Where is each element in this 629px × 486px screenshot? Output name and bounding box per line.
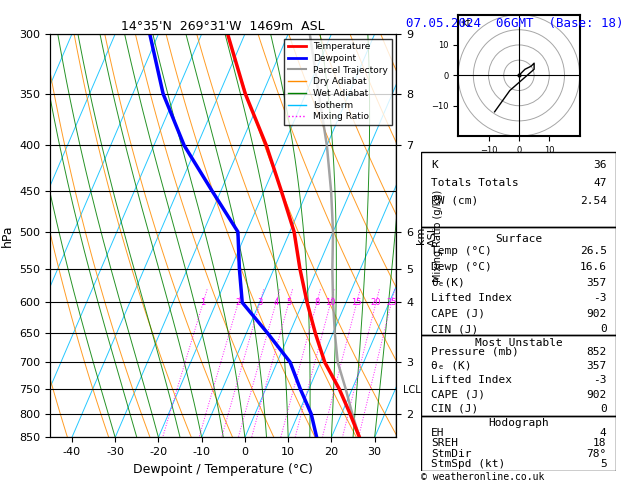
- Text: 0: 0: [600, 404, 606, 414]
- Bar: [421, 227, 616, 335]
- Text: Hodograph: Hodograph: [489, 417, 549, 428]
- Text: © weatheronline.co.uk: © weatheronline.co.uk: [421, 472, 545, 482]
- Text: 4: 4: [274, 298, 279, 307]
- Text: 5: 5: [286, 298, 291, 307]
- Text: CAPE (J): CAPE (J): [431, 390, 485, 399]
- Text: θₑ(K): θₑ(K): [431, 278, 465, 288]
- Text: Totals Totals: Totals Totals: [431, 178, 519, 188]
- X-axis label: Dewpoint / Temperature (°C): Dewpoint / Temperature (°C): [133, 463, 313, 476]
- Text: 2.54: 2.54: [580, 196, 606, 206]
- Text: 20: 20: [370, 298, 381, 307]
- Text: 1: 1: [201, 298, 206, 307]
- Text: SREH: SREH: [431, 438, 458, 448]
- Text: Lifted Index: Lifted Index: [431, 293, 512, 303]
- Text: CAPE (J): CAPE (J): [431, 309, 485, 319]
- Text: 26.5: 26.5: [580, 246, 606, 256]
- Legend: Temperature, Dewpoint, Parcel Trajectory, Dry Adiabat, Wet Adiabat, Isotherm, Mi: Temperature, Dewpoint, Parcel Trajectory…: [284, 38, 392, 125]
- Text: Temp (°C): Temp (°C): [431, 246, 492, 256]
- Text: 78°: 78°: [586, 449, 606, 458]
- Text: EH: EH: [431, 428, 445, 438]
- Text: 357: 357: [586, 361, 606, 371]
- Y-axis label: hPa: hPa: [1, 225, 14, 247]
- Text: CIN (J): CIN (J): [431, 404, 479, 414]
- Text: 902: 902: [586, 390, 606, 399]
- Text: 15: 15: [352, 298, 362, 307]
- Text: Dewp (°C): Dewp (°C): [431, 262, 492, 272]
- Y-axis label: km
ASL: km ASL: [416, 225, 438, 246]
- Title: 14°35'N  269°31'W  1469m  ASL: 14°35'N 269°31'W 1469m ASL: [121, 20, 325, 33]
- Bar: [421, 152, 616, 227]
- Text: 16.6: 16.6: [580, 262, 606, 272]
- Text: PW (cm): PW (cm): [431, 196, 479, 206]
- Text: 8: 8: [314, 298, 320, 307]
- Text: 0: 0: [600, 325, 606, 334]
- Text: CIN (J): CIN (J): [431, 325, 479, 334]
- Text: 18: 18: [593, 438, 606, 448]
- Text: 36: 36: [593, 160, 606, 170]
- Text: LCL: LCL: [403, 385, 421, 395]
- Text: -3: -3: [593, 293, 606, 303]
- Text: 902: 902: [586, 309, 606, 319]
- Text: 07.05.2024  06GMT  (Base: 18): 07.05.2024 06GMT (Base: 18): [406, 17, 623, 30]
- Text: 3: 3: [257, 298, 263, 307]
- Text: kt: kt: [461, 17, 470, 28]
- Text: K: K: [431, 160, 438, 170]
- Text: θₑ (K): θₑ (K): [431, 361, 472, 371]
- Bar: [421, 416, 616, 471]
- Text: 357: 357: [586, 278, 606, 288]
- Text: 10: 10: [325, 298, 336, 307]
- Text: 25: 25: [386, 298, 397, 307]
- Text: StmSpd (kt): StmSpd (kt): [431, 459, 506, 469]
- Text: 2: 2: [236, 298, 241, 307]
- Text: Pressure (mb): Pressure (mb): [431, 347, 519, 357]
- Text: Surface: Surface: [495, 234, 543, 243]
- Text: Most Unstable: Most Unstable: [475, 338, 563, 348]
- Text: Mixing Ratio (g/kg): Mixing Ratio (g/kg): [433, 190, 443, 282]
- Bar: [421, 335, 616, 416]
- Text: 4: 4: [600, 428, 606, 438]
- Text: 852: 852: [586, 347, 606, 357]
- Text: StmDir: StmDir: [431, 449, 472, 458]
- Text: -3: -3: [593, 375, 606, 385]
- Text: Lifted Index: Lifted Index: [431, 375, 512, 385]
- Text: 5: 5: [600, 459, 606, 469]
- Text: 47: 47: [593, 178, 606, 188]
